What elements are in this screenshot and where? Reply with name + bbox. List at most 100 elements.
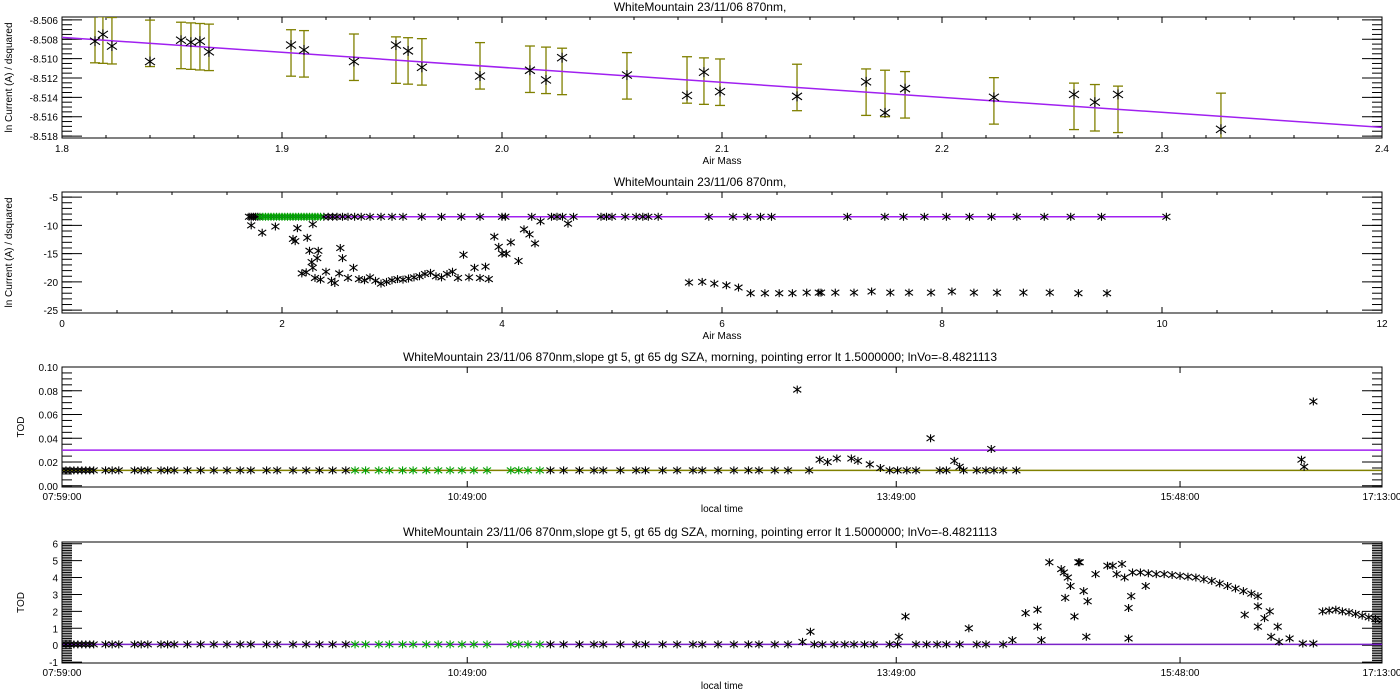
x-tick-label: 2.4: [1375, 144, 1389, 155]
data-point-selected: [445, 640, 455, 649]
y-tick-label: 4: [52, 574, 58, 585]
data-point-afternoon: [810, 640, 819, 649]
data-point-rising: [1151, 570, 1161, 579]
data-point-rising: [1207, 576, 1217, 585]
data-point-morning: [107, 640, 117, 649]
data-point-afternoon: [770, 640, 780, 649]
data-point-rising: [1074, 558, 1083, 567]
data-point-rising: [1266, 632, 1276, 641]
data-point-upper: [437, 212, 446, 221]
data-point-rising: [1274, 637, 1284, 646]
x-tick-label: 1.8: [55, 144, 69, 155]
data-point-lower: [246, 221, 256, 230]
data-point-afternoon: [589, 640, 599, 649]
data-point-measurements: [879, 107, 891, 118]
data-point-morning: [163, 466, 172, 475]
data-point-afternoon: [981, 640, 991, 649]
data-point-afternoon: [559, 640, 568, 649]
data-point-afternoon: [631, 466, 641, 475]
y-tick-label: -10: [44, 221, 59, 232]
data-point-selected: [445, 466, 455, 475]
y-tick-label: 0.00: [39, 482, 59, 493]
data-point-morning: [222, 640, 232, 649]
data-point-upper: [1039, 212, 1049, 221]
data-point-afternoon: [972, 466, 982, 475]
data-point-rising: [894, 632, 904, 641]
data-point-lower: [409, 273, 419, 282]
data-point-rising: [1309, 639, 1318, 648]
y-tick-label: -15: [44, 250, 59, 261]
data-point-afternoon: [829, 640, 839, 649]
data-point-rising: [964, 624, 974, 633]
data-point-upper: [475, 212, 485, 221]
y-tick-label: 0.04: [39, 434, 59, 445]
data-point-lower: [382, 277, 391, 286]
data-point-selected: [361, 466, 370, 475]
data-point-outliers: [955, 462, 964, 471]
data-point-upper: [1162, 212, 1171, 221]
data-point-measurements: [714, 86, 726, 97]
data-point-morning: [107, 466, 117, 475]
data-point-morning: [169, 640, 179, 649]
data-point-lower: [947, 287, 957, 296]
data-point-afternoon: [770, 466, 780, 475]
data-point-selected: [433, 466, 443, 475]
data-point-afternoon: [713, 640, 723, 649]
x-tick-label: 17:13:00: [1363, 668, 1400, 679]
data-point-lower: [709, 279, 719, 288]
data-point-measurements: [860, 76, 872, 87]
data-point-morning: [89, 640, 98, 649]
data-point-upper: [843, 212, 852, 221]
data-point-rising: [1318, 607, 1327, 616]
data-point-rising: [1117, 560, 1127, 568]
data-point-rising: [1253, 602, 1263, 611]
y-tick-label: -1: [49, 658, 58, 669]
data-point-lower: [290, 237, 300, 246]
data-point-lower: [885, 288, 895, 297]
data-point-rising: [1351, 609, 1360, 618]
data-point-selected: [506, 466, 516, 475]
data-point-lower: [489, 232, 499, 241]
y-axis-label: TOD: [16, 417, 27, 438]
data-point-measurements: [1089, 97, 1101, 108]
data-point-measurements: [203, 46, 215, 57]
chart-title: WhiteMountain 23/11/06 870nm,slope gt 5,…: [403, 350, 997, 364]
data-point-lower: [802, 288, 812, 297]
x-tick-label: 17:13:00: [1363, 492, 1400, 503]
data-point-morning: [143, 640, 153, 649]
data-point-afternoon: [631, 640, 641, 649]
data-point-afternoon: [754, 466, 764, 475]
data-point-afternoon: [1012, 466, 1021, 475]
y-tick-label: 0: [52, 641, 58, 652]
data-point-afternoon: [989, 466, 999, 475]
y-axis-label: ln Current (A) / dsquared: [4, 22, 15, 132]
data-point-rising: [1371, 615, 1380, 623]
x-tick-label: 10:49:00: [448, 492, 487, 503]
data-point-lower: [481, 262, 490, 271]
data-point-upper: [631, 212, 641, 221]
data-point-afternoon: [942, 640, 951, 649]
data-point-lower: [365, 273, 375, 282]
x-tick-label: 13:49:00: [877, 668, 916, 679]
x-tick-label: 2.0: [495, 144, 509, 155]
chart-panel-4: WhiteMountain 23/11/06 870nm,slope gt 5,…: [16, 525, 1400, 692]
data-point-afternoon: [885, 640, 894, 649]
data-point-lower: [867, 287, 876, 296]
data-point-rising: [1260, 614, 1269, 623]
data-point-upper: [356, 212, 366, 221]
data-point-afternoon: [942, 466, 951, 475]
data-point-morning: [114, 466, 124, 475]
data-point-outliers: [815, 455, 824, 464]
data-point-rising: [1008, 636, 1017, 645]
data-point-rising: [1126, 592, 1136, 601]
data-point-measurements: [185, 37, 197, 48]
data-point-upper: [767, 212, 776, 221]
data-point-rising: [1063, 573, 1073, 582]
data-point-morning: [156, 466, 166, 475]
data-point-outliers: [847, 454, 856, 463]
data-point-lower: [371, 276, 380, 285]
y-tick-label: 3: [52, 590, 58, 601]
data-point-afternoon: [575, 640, 584, 649]
data-point-lower: [536, 217, 545, 226]
plot-area: [62, 385, 1382, 475]
